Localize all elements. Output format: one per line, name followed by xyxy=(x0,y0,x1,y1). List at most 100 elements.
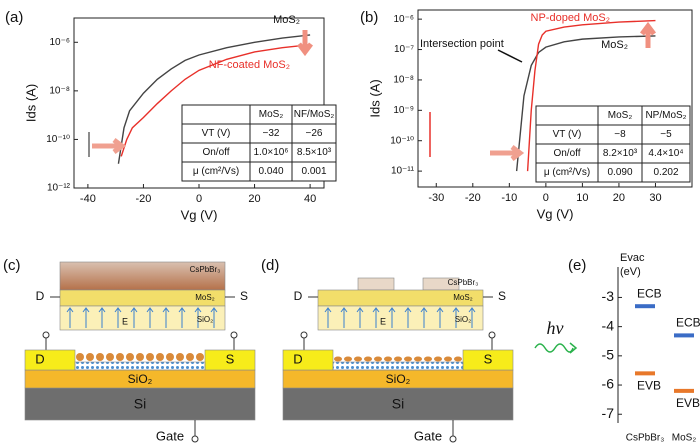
diagram-label: S xyxy=(226,351,235,366)
y-tick-label: 10⁻⁶ xyxy=(49,37,70,48)
table-cell: 0.090 xyxy=(607,167,632,178)
field-arrow xyxy=(404,307,412,328)
field-arrow xyxy=(114,307,122,328)
diagram-label: SiO₂ xyxy=(128,372,153,386)
table-cell: −5 xyxy=(660,129,672,140)
field-arrow xyxy=(146,307,154,328)
terminal xyxy=(488,331,496,339)
y-tick-label: 10⁻⁶ xyxy=(393,14,414,25)
table-cell: VT (V) xyxy=(202,128,231,139)
field-arrow xyxy=(194,307,202,328)
table-header: NF/MoS₂ xyxy=(294,109,335,120)
series-label: MoS₂ xyxy=(273,14,300,26)
data-line xyxy=(515,35,656,172)
nanoparticle xyxy=(196,353,204,361)
field-arrow xyxy=(178,307,186,328)
drain xyxy=(24,349,76,371)
field-arrow xyxy=(452,307,460,328)
source xyxy=(462,349,514,371)
diagram-label: D xyxy=(35,351,44,366)
table-cell: −8 xyxy=(614,129,626,140)
panel-c: (c) D S CsPbBr₃ MoS₂ SiO₂ E D S SiO₂ Si Gate xyxy=(3,257,256,443)
y-tick-label: 10⁻⁹ xyxy=(393,105,414,116)
diagram-label: S xyxy=(498,289,506,303)
nanoparticle xyxy=(344,356,352,362)
terminal xyxy=(42,331,50,339)
x-tick-label: -20 xyxy=(135,193,151,205)
level xyxy=(635,371,655,376)
nanoparticle xyxy=(136,353,144,361)
field-arrow xyxy=(66,307,74,328)
nanoparticle xyxy=(424,356,432,362)
nanoparticle xyxy=(186,353,194,361)
nanoparticle xyxy=(354,356,362,362)
nanoparticle xyxy=(116,353,124,361)
mos2-channel xyxy=(74,361,206,371)
plot-frame xyxy=(417,9,693,188)
data-line xyxy=(120,43,311,157)
y-axis-label: Ids (A) xyxy=(23,84,38,122)
table-cell: 4.4×10⁴ xyxy=(648,148,683,159)
source xyxy=(204,349,256,371)
panel-label: (c) xyxy=(3,257,21,274)
y-tick-label: -5 xyxy=(602,347,615,363)
nanoparticle xyxy=(444,356,452,362)
series-label: NP-doped MoS₂ xyxy=(531,12,610,24)
nanoparticle xyxy=(126,353,134,361)
diagram-label: Gate xyxy=(156,428,184,443)
series-label: MoS₂ xyxy=(601,39,628,51)
diagram-label: MoS₂ xyxy=(195,293,215,302)
arrow xyxy=(490,145,525,161)
nanoparticle xyxy=(96,353,104,361)
nanoparticle xyxy=(146,353,154,361)
level-label: EVB xyxy=(637,379,661,393)
level xyxy=(674,388,694,393)
diagram-label: SiO₂ xyxy=(386,372,411,386)
diagram-label: Si xyxy=(392,396,404,412)
table-cell: On/off xyxy=(553,148,580,159)
field-arrow xyxy=(324,307,332,328)
table-header: MoS₂ xyxy=(259,109,284,120)
field-arrow xyxy=(436,307,444,328)
y-tick-label: 10⁻¹⁰ xyxy=(390,135,414,146)
y-tick-label: -3 xyxy=(602,288,615,304)
x-tick-label: 30 xyxy=(649,192,661,204)
table-cell: 1.0×10⁶ xyxy=(254,147,289,158)
field-arrow xyxy=(420,307,428,328)
field-arrow xyxy=(468,307,476,328)
wave xyxy=(534,343,574,353)
panel-label: (a) xyxy=(5,9,23,26)
diagram-label: SiO₂ xyxy=(455,315,471,324)
field-arrow xyxy=(388,307,396,328)
nanoparticle xyxy=(394,356,402,362)
panel-d: (d) D S CsPbBr₃ MoS₂ SiO₂ E D S SiO₂ Si Gate xyxy=(261,257,514,443)
terminal xyxy=(230,331,238,339)
annotation: Intersection point xyxy=(420,38,504,50)
nanoparticle xyxy=(364,356,372,362)
y-tick-label: -4 xyxy=(602,317,615,333)
table-cell: 0.202 xyxy=(653,167,678,178)
data-line xyxy=(526,19,656,172)
mos2-channel xyxy=(332,361,464,371)
y-tick-label: 10⁻⁸ xyxy=(49,85,70,96)
x-tick-label: 10 xyxy=(576,192,588,204)
x-axis-label: Vg (V) xyxy=(181,207,218,222)
field-arrow xyxy=(356,307,364,328)
table-cell: −26 xyxy=(306,128,323,139)
table-cell: 8.2×10³ xyxy=(603,148,638,159)
x-tick-label: 0 xyxy=(543,192,549,204)
table-cell: μ (cm²/Vs) xyxy=(193,166,239,177)
y-axis-unit: (eV) xyxy=(620,266,641,278)
series-label: NF-coated MoS₂ xyxy=(209,59,290,71)
y-tick-label: 10⁻⁷ xyxy=(394,44,414,55)
x-tick-label: 20 xyxy=(248,193,260,205)
table-cell: 8.5×10³ xyxy=(297,147,332,158)
diagram-label: S xyxy=(484,351,493,366)
nanoparticle xyxy=(404,356,412,362)
y-axis-label: Ids (A) xyxy=(367,79,382,117)
perovskite-island xyxy=(357,277,395,291)
diagram-label: E xyxy=(380,316,386,326)
drain xyxy=(282,349,334,371)
light-label: hν xyxy=(547,318,564,338)
